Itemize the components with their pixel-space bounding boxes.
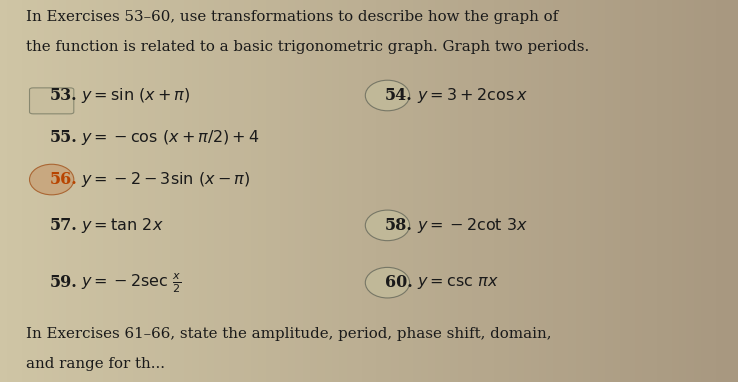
Ellipse shape: [365, 267, 410, 298]
Text: $y = \tan\,2x$: $y = \tan\,2x$: [81, 216, 164, 235]
Text: In Exercises 53–60, use transformations to describe how the graph of: In Exercises 53–60, use transformations …: [26, 10, 558, 24]
Text: 59.: 59.: [49, 274, 77, 291]
Ellipse shape: [365, 80, 410, 111]
Text: 56.: 56.: [49, 171, 77, 188]
Text: and range for th...: and range for th...: [26, 357, 165, 371]
Text: 58.: 58.: [385, 217, 413, 234]
Ellipse shape: [365, 210, 410, 241]
Ellipse shape: [30, 164, 74, 195]
Text: the function is related to a basic trigonometric graph. Graph two periods.: the function is related to a basic trigo…: [26, 40, 589, 54]
Text: $y = -\cos\,(x + \pi/2) + 4$: $y = -\cos\,(x + \pi/2) + 4$: [81, 128, 260, 147]
Text: $y = \csc\,\pi x$: $y = \csc\,\pi x$: [417, 274, 499, 291]
Text: 55.: 55.: [49, 129, 77, 146]
Text: $y = \sin\,(x + \pi)$: $y = \sin\,(x + \pi)$: [81, 86, 190, 105]
Text: 53.: 53.: [49, 87, 77, 104]
Text: 60.: 60.: [385, 274, 413, 291]
FancyBboxPatch shape: [30, 88, 74, 114]
Text: In Exercises 61–66, state the amplitude, period, phase shift, domain,: In Exercises 61–66, state the amplitude,…: [26, 327, 551, 341]
Text: 57.: 57.: [49, 217, 77, 234]
Text: $y = -2 - 3\sin\,(x - \pi)$: $y = -2 - 3\sin\,(x - \pi)$: [81, 170, 250, 189]
Text: $y = -2\cot\,3x$: $y = -2\cot\,3x$: [417, 216, 528, 235]
Text: $y = 3 + 2\cos x$: $y = 3 + 2\cos x$: [417, 86, 528, 105]
Text: 54.: 54.: [385, 87, 413, 104]
Text: $y = -2\sec\,\frac{x}{2}$: $y = -2\sec\,\frac{x}{2}$: [81, 271, 182, 295]
